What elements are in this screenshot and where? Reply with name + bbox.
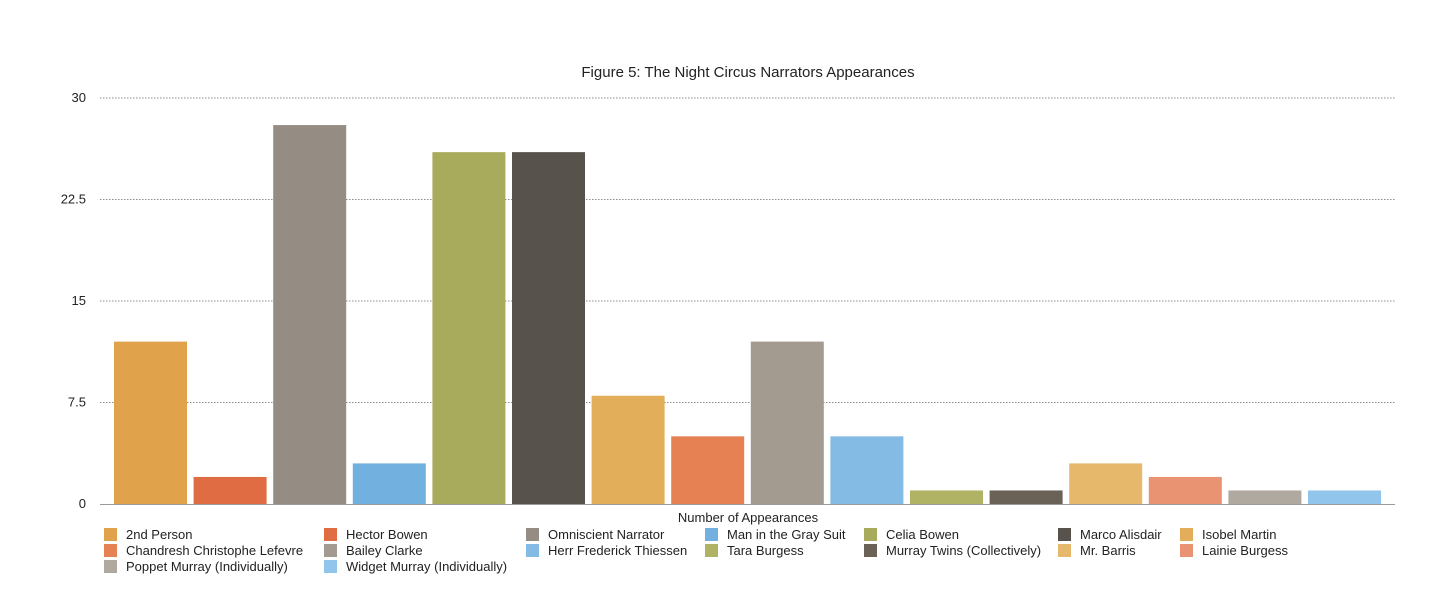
legend-item: Man in the Gray Suit: [705, 527, 846, 542]
legend-swatch: [1058, 544, 1071, 557]
bars: [114, 125, 1381, 505]
chart-title: Figure 5: The Night Circus Narrators App…: [581, 64, 914, 81]
legend-label: Isobel Martin: [1202, 527, 1276, 542]
legend-swatch: [864, 544, 877, 557]
legend-swatch: [526, 528, 539, 541]
legend-item: Murray Twins (Collectively): [864, 543, 1041, 558]
legend-swatch: [104, 544, 117, 557]
legend-item: Marco Alisdair: [1058, 527, 1162, 542]
legend-label: Chandresh Christophe Lefevre: [126, 543, 303, 558]
legend: 2nd Person Hector Bowen Omniscient Narrato…: [104, 527, 1288, 574]
bar-murray-twins-collectively: [989, 490, 1063, 504]
legend-item: 2nd Person: [104, 527, 193, 542]
legend-label: Lainie Burgess: [1202, 543, 1288, 558]
bar-poppet-murray-individually: [1228, 490, 1302, 504]
legend-item: Tara Burgess: [705, 543, 804, 558]
legend-swatch: [1180, 528, 1193, 541]
bar-lainie-burgess: [1148, 476, 1222, 504]
legend-item: Isobel Martin: [1180, 527, 1276, 542]
legend-swatch: [864, 528, 877, 541]
legend-swatch: [104, 528, 117, 541]
legend-label: Widget Murray (Individually): [346, 559, 507, 574]
legend-label: 2nd Person: [126, 527, 193, 542]
legend-item: Herr Frederick Thiessen: [526, 543, 687, 558]
x-axis-title: Number of Appearances: [678, 510, 819, 525]
bar-bailey-clarke: [750, 341, 824, 504]
legend-item: Chandresh Christophe Lefevre: [104, 543, 303, 558]
y-tick-label: 22.5: [61, 192, 86, 207]
bar-celia-bowen: [432, 152, 506, 504]
legend-label: Murray Twins (Collectively): [886, 543, 1041, 558]
bar-herr-frederick-thiessen: [830, 436, 904, 504]
legend-label: Tara Burgess: [727, 543, 804, 558]
legend-swatch: [324, 528, 337, 541]
legend-swatch: [1180, 544, 1193, 557]
legend-item: Bailey Clarke: [324, 543, 423, 558]
y-tick-label: 30: [72, 90, 86, 105]
legend-label: Marco Alisdair: [1080, 527, 1162, 542]
legend-label: Celia Bowen: [886, 527, 959, 542]
legend-label: Mr. Barris: [1080, 543, 1136, 558]
y-tick-label: 15: [72, 293, 86, 308]
bar-hector-bowen: [193, 476, 267, 504]
legend-swatch: [104, 560, 117, 573]
legend-item: Omniscient Narrator: [526, 527, 665, 542]
legend-item: Mr. Barris: [1058, 543, 1136, 558]
bar-widget-murray-individually: [1308, 490, 1381, 504]
legend-label: Omniscient Narrator: [548, 527, 665, 542]
legend-label: Herr Frederick Thiessen: [548, 543, 687, 558]
legend-label: Man in the Gray Suit: [727, 527, 846, 542]
legend-swatch: [324, 544, 337, 557]
y-axis-ticks: 0 7.5 15 22.5 30: [61, 90, 86, 511]
legend-swatch: [526, 544, 539, 557]
legend-swatch: [324, 560, 337, 573]
bar-isobel-martin: [591, 395, 665, 504]
bar-tara-burgess: [910, 490, 983, 504]
legend-label: Hector Bowen: [346, 527, 428, 542]
legend-swatch: [705, 528, 718, 541]
bar-omniscient-narrator: [273, 125, 347, 505]
legend-swatch: [705, 544, 718, 557]
legend-item: Widget Murray (Individually): [324, 559, 507, 574]
y-tick-label: 7.5: [68, 395, 86, 410]
legend-label: Poppet Murray (Individually): [126, 559, 288, 574]
bar-man-in-the-gray-suit: [352, 463, 426, 504]
bar-chandresh-christophe-lefevre: [671, 436, 745, 504]
legend-item: Poppet Murray (Individually): [104, 559, 288, 574]
legend-label: Bailey Clarke: [346, 543, 423, 558]
y-tick-label: 0: [79, 496, 86, 511]
legend-swatch: [1058, 528, 1071, 541]
bar-marco-alisdair: [512, 152, 585, 504]
bar-mr-barris: [1069, 463, 1143, 504]
legend-item: Lainie Burgess: [1180, 543, 1288, 558]
legend-item: Celia Bowen: [864, 527, 959, 542]
bar-2nd-person: [114, 341, 187, 504]
legend-item: Hector Bowen: [324, 527, 428, 542]
